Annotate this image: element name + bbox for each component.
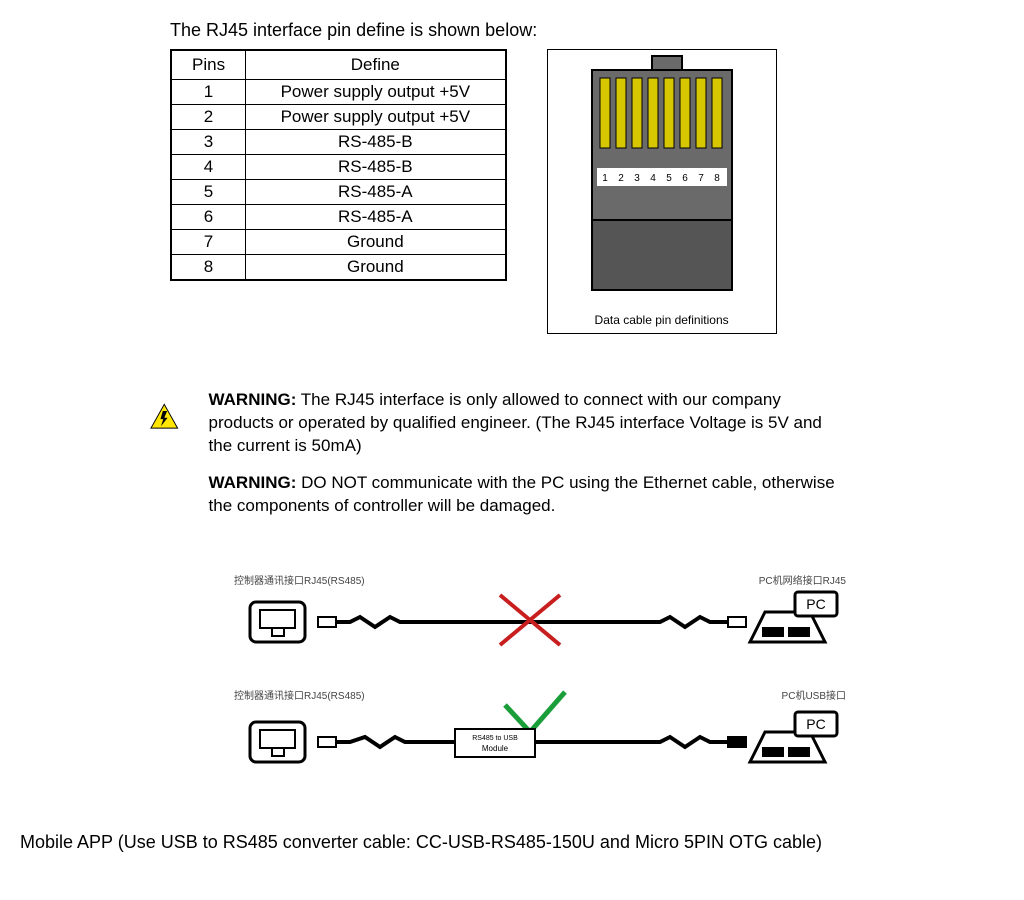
table-header-pins: Pins [171,50,246,80]
svg-text:7: 7 [698,173,704,184]
wrong-connection-icon: PC [230,577,850,657]
left-label-2: 控制器通讯接口RJ45(RS485) [234,687,365,702]
svg-text:4: 4 [650,173,656,184]
table-row: 2Power supply output +5V [171,105,506,130]
define-cell: RS-485-B [246,130,506,155]
svg-text:3: 3 [634,173,640,184]
table-row: 8Ground [171,255,506,281]
table-header-define: Define [246,50,506,80]
warning-text: WARNING: The RJ45 interface is only allo… [209,389,850,532]
define-cell: RS-485-B [246,155,506,180]
left-label-1: 控制器通讯接口RJ45(RS485) [234,572,365,587]
svg-text:RS485 to USB: RS485 to USB [472,735,518,742]
svg-text:Module: Module [482,744,509,753]
define-cell: Ground [246,255,506,281]
define-cell: RS-485-A [246,205,506,230]
pin-cell: 6 [171,205,246,230]
table-row: 1Power supply output +5V [171,80,506,105]
right-label-1: PC机网络接口RJ45 [759,572,846,587]
table-row: 5RS-485-A [171,180,506,205]
warning-body-1: The RJ45 interface is only allowed to co… [209,390,822,455]
warning-label-1: WARNING: [209,390,297,409]
top-section: Pins Define 1Power supply output +5V 2Po… [170,49,1004,334]
pin-cell: 2 [171,105,246,130]
diagram-row-wrong: 控制器通讯接口RJ45(RS485) PC机网络接口RJ45 [230,572,850,662]
pin-cell: 4 [171,155,246,180]
svg-text:2: 2 [618,173,624,184]
pin-definition-table: Pins Define 1Power supply output +5V 2Po… [170,49,507,281]
define-cell: Power supply output +5V [246,80,506,105]
svg-text:8: 8 [714,173,720,184]
rj45-connector-figure: 1 2 3 4 5 6 7 8 Data cable pin definitio… [547,49,777,334]
right-label-2: PC机USB接口 [782,687,846,702]
svg-text:5: 5 [666,173,672,184]
connection-diagrams: 控制器通讯接口RJ45(RS485) PC机网络接口RJ45 [230,572,850,777]
footer-note: Mobile APP (Use USB to RS485 converter c… [20,832,1004,853]
table-row: 6RS-485-A [171,205,506,230]
pin-cell: 7 [171,230,246,255]
pin-cell: 5 [171,180,246,205]
rj45-connector-icon: 1 2 3 4 5 6 7 8 [557,50,767,300]
warning-body-2: DO NOT communicate with the PC using the… [209,473,835,515]
table-row: 7Ground [171,230,506,255]
define-cell: Ground [246,230,506,255]
pin-cell: 3 [171,130,246,155]
pin-cell: 1 [171,80,246,105]
table-row: 4RS-485-B [171,155,506,180]
svg-text:PC: PC [806,596,825,612]
diagram-row-correct: 控制器通讯接口RJ45(RS485) PC机USB接口 RS485 to USB… [230,687,850,777]
define-cell: Power supply output +5V [246,105,506,130]
svg-text:6: 6 [682,173,688,184]
define-cell: RS-485-A [246,180,506,205]
connector-caption: Data cable pin definitions [595,313,729,327]
warning-block: WARNING: The RJ45 interface is only allo… [150,389,850,532]
pin-cell: 8 [171,255,246,281]
page-title: The RJ45 interface pin define is shown b… [170,20,1004,41]
svg-text:PC: PC [806,716,825,732]
warning-label-2: WARNING: [209,473,297,492]
warning-triangle-icon [150,389,179,444]
table-row: 3RS-485-B [171,130,506,155]
svg-text:1: 1 [602,173,608,184]
